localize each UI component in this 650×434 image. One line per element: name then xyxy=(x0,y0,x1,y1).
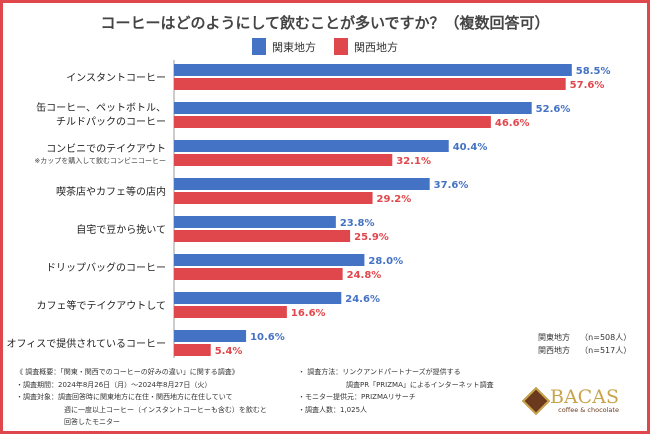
category-label: コンビニでのテイクアウト xyxy=(46,143,166,155)
note: ・調査期間：2024年8月26日（月）～2024年8月27日（火） xyxy=(16,380,212,389)
bar-kansai xyxy=(174,344,211,356)
sample-sizes: 関東地方 （n=508人） 関西地方 （n=517人） xyxy=(538,331,631,357)
category-label: 自宅で豆から挽いて xyxy=(76,223,166,236)
bar-kanto xyxy=(174,292,342,304)
bar-kanto xyxy=(174,216,336,228)
data-label: 57.6% xyxy=(570,80,605,91)
category-label: ドリップバッグのコーヒー xyxy=(46,261,166,274)
bar-kansai xyxy=(174,78,566,90)
chart-title: コーヒーはどのようにして飲むことが多いですか？（複数回答可） xyxy=(100,14,550,32)
legend-label: 関西地方 xyxy=(354,40,398,54)
legend-item-kanto: 関東地方 xyxy=(252,38,316,55)
bar-kansai xyxy=(174,268,343,280)
sample-size-kanto: 関東地方 （n=508人） xyxy=(538,333,632,342)
data-label: 32.1% xyxy=(396,156,431,167)
data-label: 28.0% xyxy=(368,256,403,267)
bar-kanto xyxy=(174,178,430,190)
data-label: 29.2% xyxy=(377,194,412,205)
legend-item-kansai: 関西地方 xyxy=(334,38,398,55)
category-label: チルドパックのコーヒー xyxy=(56,116,166,128)
data-label: 58.5% xyxy=(576,66,611,77)
legend-label: 関東地方 xyxy=(272,40,316,54)
survey-notes-left: 《 調査概要：「関東・関西でのコーヒーの好みの違い」に関する調査》 ・調査期間：… xyxy=(16,366,267,429)
bar-kansai xyxy=(174,192,373,204)
category-label: カフェ等でテイクアウトして xyxy=(37,299,167,312)
data-label: 5.4% xyxy=(215,346,243,357)
legend-swatch xyxy=(252,38,266,55)
note: ・モニター提供元：PRIZMAリサーチ xyxy=(298,393,416,401)
category-label: 喫茶店やカフェ等の店内 xyxy=(56,185,166,198)
note: ・調査対象：調査回答時に関東地方に在住・関西地方に在住していて xyxy=(16,393,233,401)
sample-size-kansai: 関西地方 （n=517人） xyxy=(538,346,632,355)
category-label: 缶コーヒー、ペットボトル、 xyxy=(36,101,166,114)
bar-kanto xyxy=(174,64,572,76)
bar-kanto xyxy=(174,102,532,114)
data-label: 24.8% xyxy=(347,270,382,281)
bar-kansai xyxy=(174,230,351,242)
data-label: 40.4% xyxy=(453,142,488,153)
bar-kansai xyxy=(174,116,491,128)
note: ・調査人数：1,025人 xyxy=(298,405,368,414)
data-label: 10.6% xyxy=(250,332,285,343)
survey-notes-right: ・ 調査方法：リンクアンドパートナーズが提供する 調査PR「PRIZMA」による… xyxy=(298,366,494,416)
bar-kansai xyxy=(174,306,287,318)
category-label: オフィスで提供されているコーヒー xyxy=(7,337,167,350)
bar-kansai xyxy=(174,154,393,166)
logo-diamond-icon xyxy=(521,386,551,416)
data-label: 24.6% xyxy=(345,294,380,305)
note: ・ 調査方法：リンクアンドパートナーズが提供する xyxy=(298,368,461,376)
bar-kanto xyxy=(174,140,449,152)
category-sublabel: ※カップを購入して飲むコンビニコーヒー xyxy=(34,156,166,165)
data-label: 25.9% xyxy=(354,232,389,243)
bacas-logo: BACAS coffee & chocolate xyxy=(521,386,619,416)
bar-chart: インスタントコーヒー 58.5% 57.6% 缶コーヒー、ペットボトル、チルドパックの… xyxy=(7,60,611,358)
legend: 関東地方 関西地方 xyxy=(0,38,650,55)
data-label: 37.6% xyxy=(434,180,469,191)
data-label: 23.8% xyxy=(340,218,375,229)
bar-kanto xyxy=(174,254,365,266)
legend-swatch xyxy=(334,38,348,55)
bar-kanto xyxy=(174,330,247,342)
data-label: 46.6% xyxy=(495,118,530,129)
note: 調査PR「PRIZMA」によるインターネット調査 xyxy=(346,380,494,389)
note: 回答したモニター xyxy=(64,418,120,426)
category-label: インスタントコーヒー xyxy=(66,72,166,84)
note: 週に一度以上コーヒー（インスタントコーヒーも含む）を飲むと xyxy=(64,405,267,414)
data-label: 16.6% xyxy=(291,308,326,319)
note: 《 調査概要：「関東・関西でのコーヒーの好みの違い」に関する調査》 xyxy=(16,368,239,376)
data-label: 52.6% xyxy=(536,104,571,115)
